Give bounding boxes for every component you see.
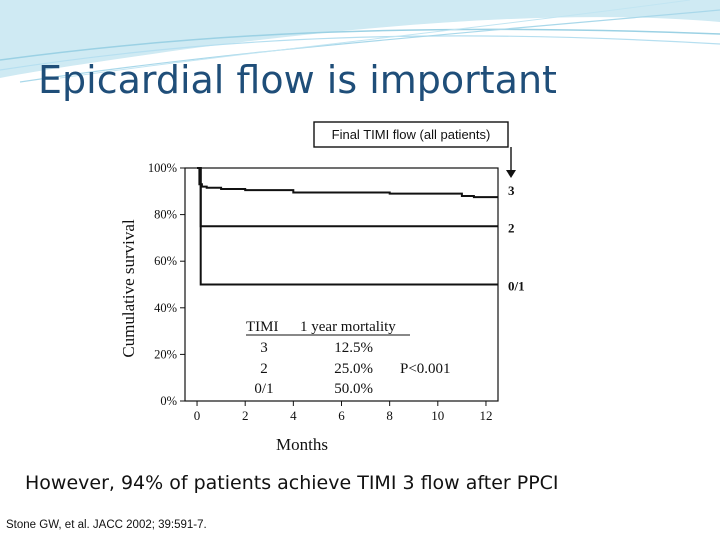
x-tick-label: 0: [194, 408, 201, 423]
p-value-label: P<0.001: [400, 361, 451, 377]
table-header-timi: TIMI: [246, 319, 279, 335]
x-axis-label: Months: [276, 435, 328, 454]
table-cell-timi: 0/1: [254, 381, 273, 397]
table-cell-mortality: 50.0%: [334, 381, 373, 397]
series-label-timi-3: 3: [508, 183, 515, 198]
x-tick-label: 4: [290, 408, 297, 423]
y-tick-label: 0%: [160, 394, 177, 408]
x-tick-label: 12: [479, 408, 492, 423]
citation: Stone GW, et al. JACC 2002; 39:591-7.: [6, 519, 207, 531]
series-label-timi-0-1: 0/1: [508, 279, 525, 294]
survival-figure: 0% 20% 40% 60% 80% 100% 0 2 4 6 8 10 12 3 2 0/1 Months…: [88, 112, 528, 457]
slide-title: Epicardial flow is important: [38, 58, 557, 102]
survival-chart: 0% 20% 40% 60% 80% 100% 0 2 4 6 8 10 12 3 2 0/1 Months…: [119, 121, 525, 454]
y-tick-label: 20%: [154, 347, 177, 361]
series-line-timi-0-1: [197, 167, 498, 286]
callout-text: Final TIMI flow (all patients): [332, 127, 491, 142]
y-tick-label: 40%: [154, 301, 177, 315]
table-cell-mortality: 25.0%: [334, 361, 373, 377]
callout-arrow-head: [506, 170, 516, 178]
callout-box: [313, 121, 509, 148]
x-tick-label: 6: [338, 408, 345, 423]
slide-caption: However, 94% of patients achieve TIMI 3 …: [25, 472, 559, 494]
table-cell-mortality: 12.5%: [334, 340, 373, 356]
series-line-timi-3: [197, 167, 498, 199]
table-cell-timi: 3: [260, 340, 268, 356]
series-label-timi-2: 2: [508, 220, 515, 235]
x-tick-label: 10: [431, 408, 444, 423]
table-cell-timi: 2: [260, 361, 268, 377]
y-tick-label: 80%: [154, 208, 177, 222]
y-axis-label: Cumulative survival: [119, 219, 138, 358]
series-line-timi-2: [197, 167, 498, 228]
table-header-mortality: 1 year mortality: [300, 319, 396, 335]
y-tick-label: 100%: [148, 161, 177, 175]
x-tick-label: 8: [386, 408, 393, 423]
x-tick-label: 2: [242, 408, 249, 423]
y-tick-label: 60%: [154, 254, 177, 268]
